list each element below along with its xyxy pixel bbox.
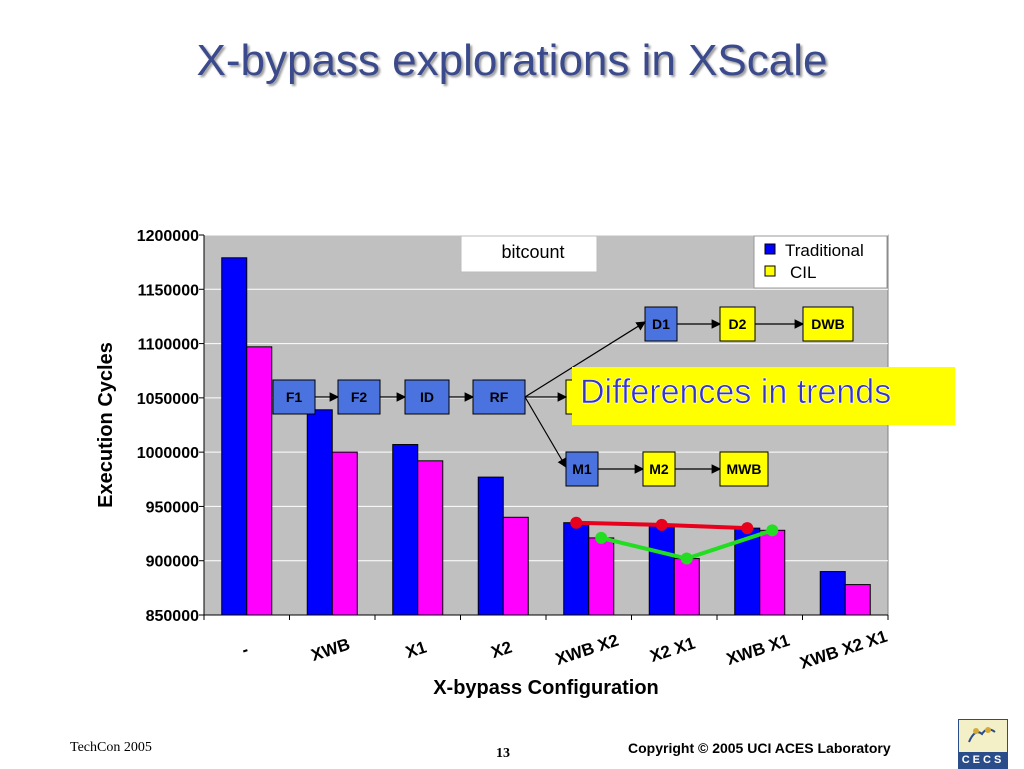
- y-tick-label: 1150000: [138, 282, 200, 299]
- trend-lines: [570, 516, 779, 565]
- y-tick-label: 1100000: [138, 337, 200, 354]
- bar-traditional: [819, 571, 846, 616]
- callout-box: [572, 367, 955, 425]
- trend-marker: [766, 524, 779, 537]
- y-tick-label: 1000000: [137, 445, 199, 462]
- bar-traditional: [221, 257, 248, 616]
- pipeline-stage: [719, 451, 769, 487]
- annotation-box: [460, 235, 598, 273]
- x-tick-label: XWB X1: [724, 631, 792, 669]
- y-tick-label: 900000: [146, 554, 199, 571]
- bar-cil: [844, 584, 871, 616]
- bar-traditional: [563, 522, 590, 616]
- bar-traditional: [306, 409, 333, 616]
- bar-cil: [673, 558, 700, 616]
- cecs-logo: CECS: [958, 719, 1008, 769]
- pipeline-stage: [337, 379, 381, 415]
- callout: Differences in trends: [572, 367, 955, 425]
- legend-swatch: [764, 265, 776, 277]
- y-tick-label: 850000: [146, 608, 199, 625]
- legend: Traditional CIL bitcount: [460, 235, 888, 289]
- legend-label: CIL: [790, 263, 816, 282]
- bar-cil: [417, 460, 444, 616]
- page-number: 13: [496, 746, 510, 761]
- pipeline-stage-label: DWB: [811, 316, 844, 332]
- pipeline-stage-label: F1: [286, 389, 303, 405]
- bar-traditional: [477, 476, 504, 616]
- trend-marker: [595, 531, 608, 544]
- pipeline-stage-label: M2: [649, 461, 669, 477]
- pipeline-stage-label: MWB: [727, 461, 762, 477]
- logo-text: CECS: [959, 752, 1007, 768]
- callout-text: Differences in trends: [580, 373, 891, 411]
- y-tick-label: 1200000: [137, 228, 199, 245]
- x-tick-label: X1: [403, 638, 429, 662]
- trend-marker: [655, 518, 668, 531]
- pipeline-stage-label: F2: [351, 389, 368, 405]
- pipeline-stage-label: D2: [729, 316, 747, 332]
- pipeline-stage: [642, 451, 676, 487]
- pipeline-stage-label: D1: [652, 316, 670, 332]
- y-tick-label: 1050000: [137, 391, 199, 408]
- x-tick-label: X2 X1: [648, 634, 698, 666]
- pipeline-stage: [644, 306, 678, 342]
- pipeline-stage: [472, 379, 526, 415]
- x-tick-label: X2: [489, 638, 515, 662]
- y-axis-label: Execution Cycles: [95, 342, 117, 508]
- x-tick-label: XWB: [309, 635, 353, 665]
- pipeline-stage: [404, 379, 450, 415]
- pipeline-arrow: [524, 396, 567, 469]
- legend-box: [753, 235, 888, 289]
- bar-cil: [588, 537, 615, 616]
- bars: [221, 257, 871, 616]
- pipeline-stage: [719, 306, 756, 342]
- y-tick-label: 950000: [146, 499, 199, 516]
- bar-cil: [331, 451, 358, 616]
- logo-figure-icon: [968, 727, 996, 743]
- pipeline-stage: [272, 379, 316, 415]
- bar-traditional: [648, 524, 675, 616]
- annotation-label: bitcount: [501, 242, 564, 262]
- bar-cil: [246, 346, 273, 616]
- x-tick-label: -: [239, 640, 250, 660]
- slide-title: X-bypass explorations in XScale: [196, 36, 828, 85]
- bar-traditional: [392, 444, 419, 616]
- pipeline-arrow: [524, 321, 647, 398]
- trend-marker: [680, 552, 693, 565]
- bar-cil: [502, 516, 529, 616]
- footer-copyright: Copyright © 2005 UCI ACES Laboratory: [628, 740, 891, 756]
- trend-marker: [741, 522, 754, 535]
- pipeline-stage-label: RF: [490, 389, 509, 405]
- x-tick-label: XWB X2 X1: [797, 627, 889, 673]
- legend-label: Traditional: [785, 241, 864, 260]
- x-axis-label: X-bypass Configuration: [433, 677, 659, 699]
- pipeline-stage-label: ID: [420, 389, 434, 405]
- footer-conference: TechCon 2005: [70, 740, 152, 755]
- pipeline-stage: [802, 306, 854, 342]
- trend-marker: [570, 516, 583, 529]
- legend-swatch: [764, 243, 776, 255]
- bar-cil: [759, 529, 786, 616]
- pipeline-stage-label: M1: [572, 461, 592, 477]
- x-tick-label: XWB X2: [553, 631, 621, 669]
